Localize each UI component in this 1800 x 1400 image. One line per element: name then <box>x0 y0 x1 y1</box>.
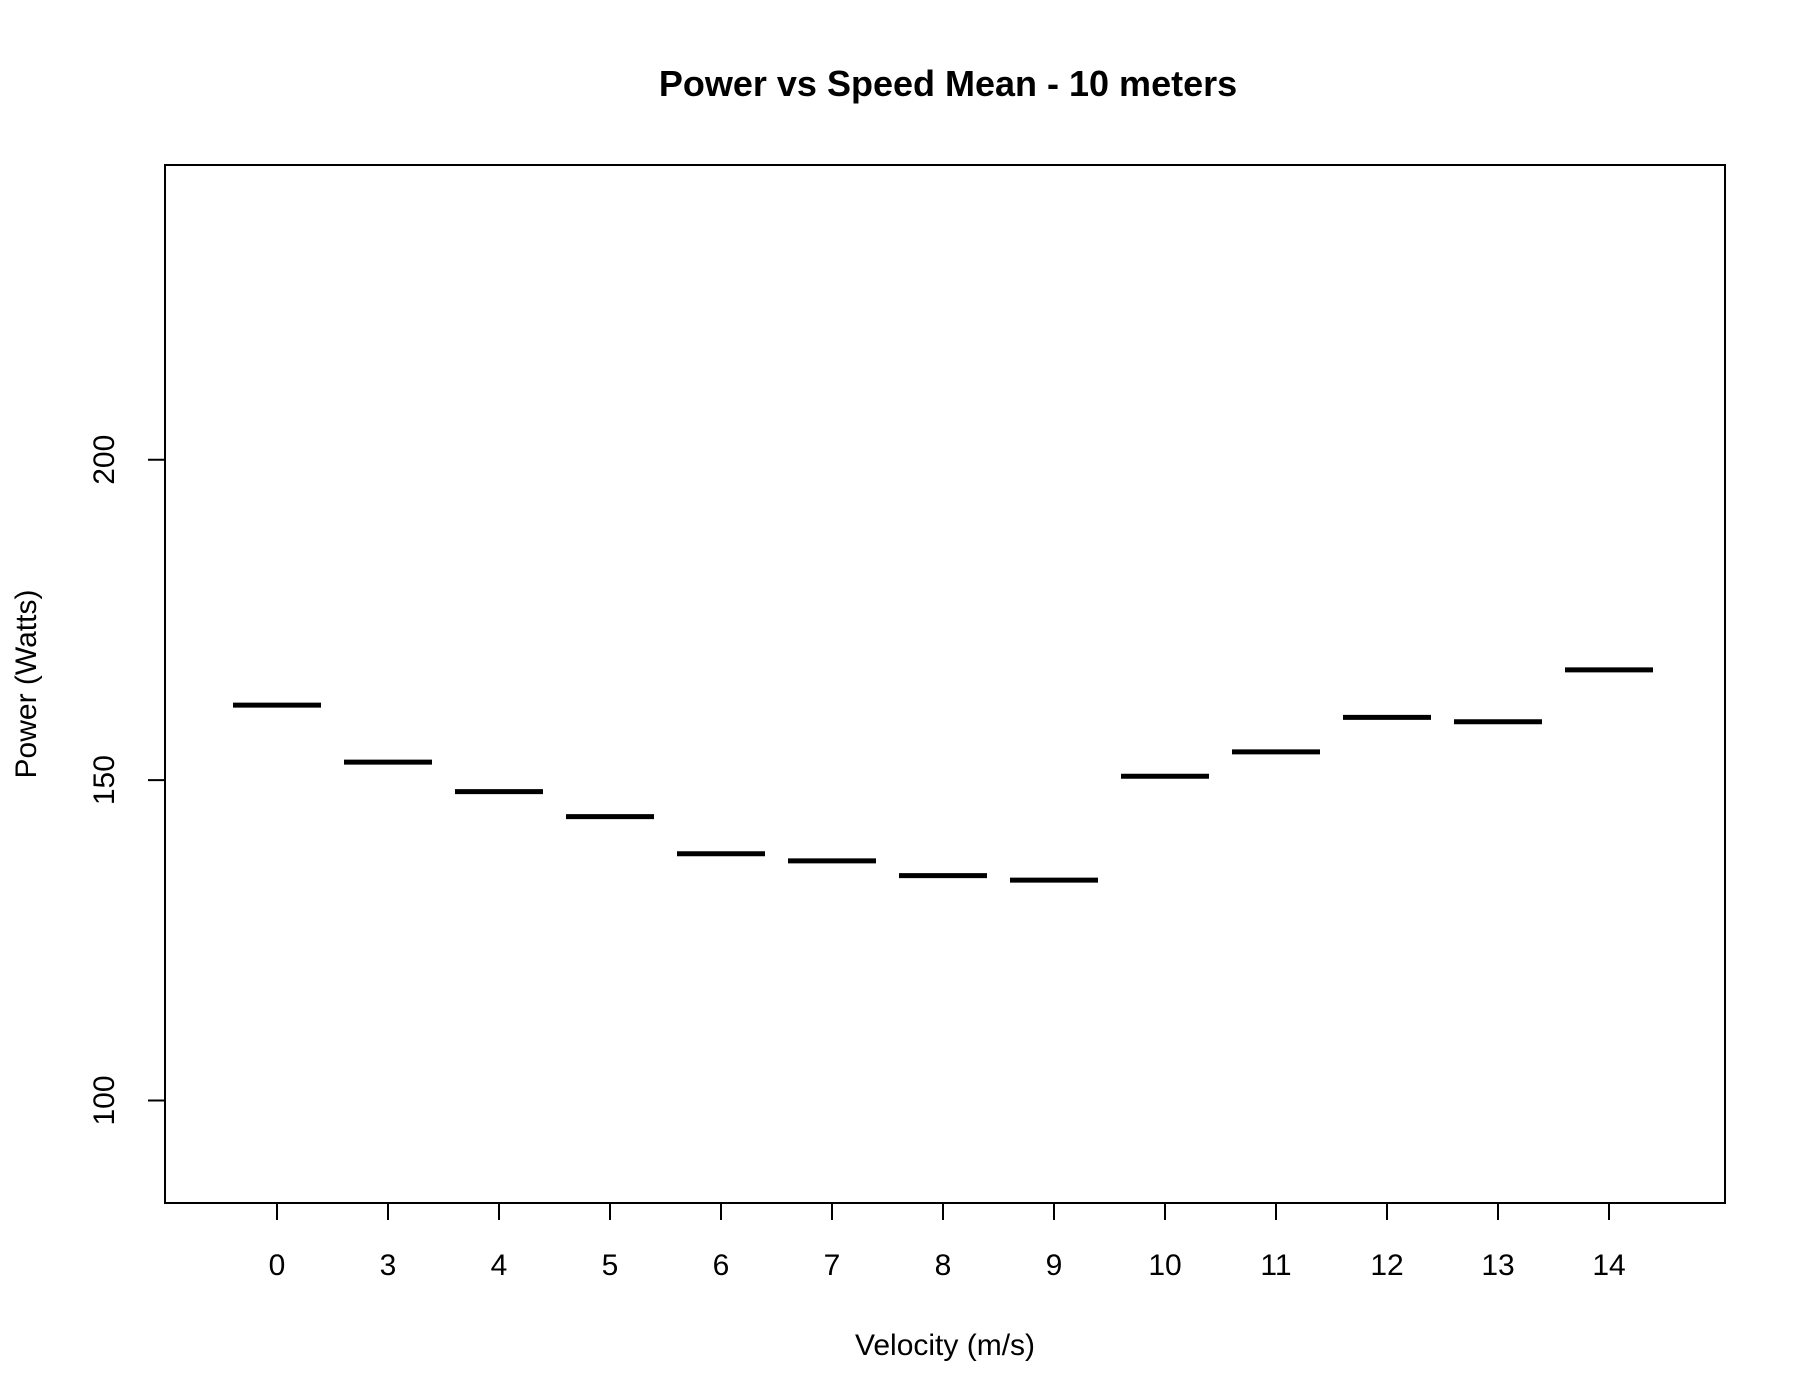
plot-frame <box>164 164 1726 1204</box>
x-tick-label: 6 <box>713 1249 730 1282</box>
y-tick-label: 200 <box>88 435 121 485</box>
x-tick-label: 13 <box>1481 1249 1514 1282</box>
x-tick-label: 9 <box>1046 1249 1063 1282</box>
x-tick-label: 10 <box>1148 1249 1181 1282</box>
x-tick-label: 4 <box>491 1249 508 1282</box>
x-tick-label: 0 <box>269 1249 286 1282</box>
x-axis: 0 3 4 5 6 7 8 9 10 11 12 13 14 <box>269 1203 1626 1282</box>
y-tick-label: 150 <box>88 755 121 805</box>
x-axis-label: Velocity (m/s) <box>855 1329 1035 1362</box>
chart-title: Power vs Speed Mean - 10 meters <box>659 63 1237 104</box>
data-marks <box>233 667 1653 883</box>
x-tick-label: 5 <box>602 1249 619 1282</box>
x-tick-label: 3 <box>380 1249 397 1282</box>
x-tick-label: 14 <box>1592 1249 1625 1282</box>
y-axis-label: Power (Watts) <box>10 590 43 779</box>
x-tick-label: 12 <box>1370 1249 1403 1282</box>
y-tick-label: 100 <box>88 1075 121 1125</box>
x-tick-label: 11 <box>1260 1249 1291 1282</box>
y-axis: 100 150 200 <box>88 435 165 1126</box>
x-tick-label: 8 <box>935 1249 952 1282</box>
x-tick-label: 7 <box>824 1249 841 1282</box>
